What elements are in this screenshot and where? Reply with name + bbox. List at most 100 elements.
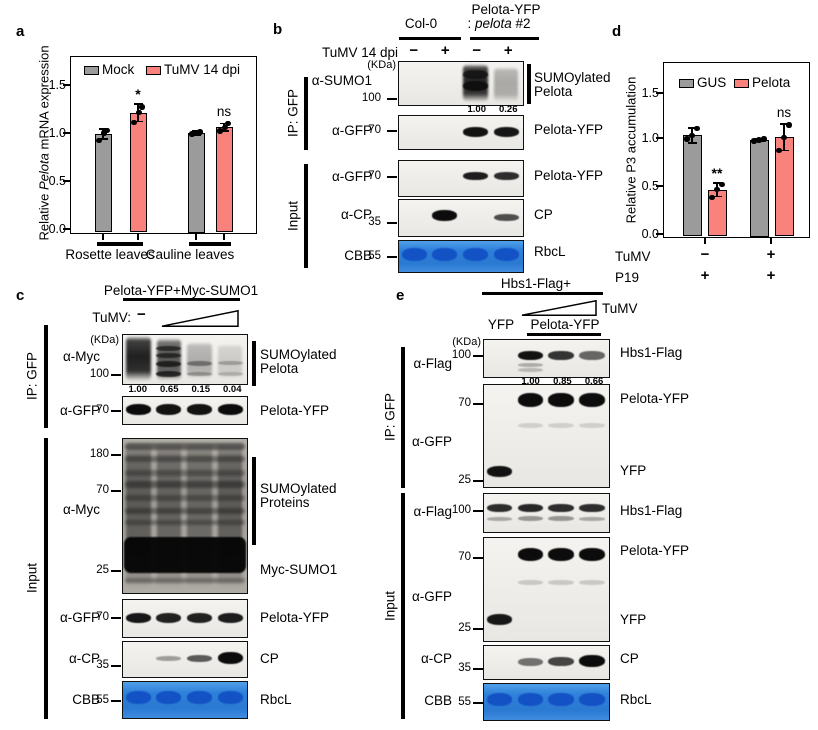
mw-marker-label: 70 (96, 404, 109, 416)
antibody-label: α-GFP (411, 589, 452, 604)
legend-label: TuMV 14 dpi (164, 62, 241, 77)
blot-e-row3 (483, 493, 610, 533)
quantification-value: 0.04 (223, 384, 242, 395)
protein-band (486, 613, 513, 625)
y-tick-label: 0.5 (48, 173, 66, 188)
data-point-dot (197, 129, 203, 135)
lane-header: YFP (487, 317, 515, 332)
mw-marker-dash (473, 627, 483, 631)
mw-marker-dash (473, 509, 483, 513)
y-tick-label: 1.0 (48, 125, 66, 140)
protein-band (156, 612, 182, 623)
condition-sign: − (700, 246, 710, 263)
protein-band (156, 404, 182, 416)
protein-band (579, 547, 605, 561)
protein-band-stripe (125, 507, 245, 514)
y-tick-mark (63, 180, 70, 182)
blot-b-row5 (398, 240, 524, 273)
header-underline (399, 37, 461, 40)
protein-band (517, 351, 543, 361)
mw-marker-dash (473, 354, 483, 358)
protein-band (517, 393, 543, 408)
bar-mock-group1 (94, 133, 112, 233)
mw-marker-dash (387, 255, 397, 259)
band-identity-label: SUMOylated (534, 70, 611, 85)
protein-band (432, 209, 458, 221)
treatment-sign: + (440, 42, 450, 59)
bar-mock-group2 (187, 133, 205, 233)
header-underline (482, 292, 603, 295)
data-point-dot (131, 119, 137, 126)
protein-band (462, 69, 489, 79)
genotype-header-part: pelota (474, 16, 512, 31)
blot-e-row1 (483, 339, 610, 378)
protein-smear (493, 66, 519, 103)
legend-label: Pelota (752, 75, 791, 90)
treatment-label: TuMV: (92, 310, 131, 325)
band-identity-label: CP (620, 651, 639, 666)
legend-label: Mock (102, 62, 135, 77)
protein-band (486, 692, 513, 706)
kda-label: (KDa) (367, 59, 396, 71)
protein-band (186, 655, 213, 663)
protein-band (156, 361, 182, 368)
protein-band (579, 503, 605, 512)
band-identity-label: CP (534, 207, 553, 222)
y-tick-mark (656, 185, 663, 187)
data-point-dot (96, 138, 102, 144)
error-bar-cap (687, 142, 697, 144)
protein-band (493, 172, 519, 181)
significance-label: ** (711, 165, 723, 182)
mw-marker-dash (111, 409, 121, 413)
mw-marker-label: 100 (451, 349, 471, 361)
mw-marker-dash (473, 667, 483, 671)
mw-marker-dash (473, 402, 483, 406)
bar-tumv-14-dpi-group2 (215, 127, 233, 233)
mw-marker-label: 25 (96, 564, 109, 576)
significance-label: ns (776, 105, 792, 121)
blot-e-row5 (483, 645, 610, 680)
y-tick-mark (63, 84, 70, 86)
x-tick-mark (704, 238, 706, 244)
right-bracket (252, 341, 256, 386)
protein-band (548, 580, 574, 586)
y-tick-mark (656, 233, 663, 235)
protein-band (186, 690, 213, 704)
antibody-label: α-Myc (62, 349, 100, 364)
protein-band (548, 393, 574, 408)
protein-band (517, 503, 543, 512)
data-point-dot (101, 130, 107, 136)
panel-a-letter: a (16, 23, 25, 40)
blot-e-row4 (483, 537, 610, 642)
legend-swatch-mock (84, 66, 99, 75)
mw-marker-label: 55 (458, 696, 471, 708)
data-point-dot (684, 136, 690, 142)
blot-c-row2 (122, 396, 248, 425)
group-label: Input (382, 590, 398, 622)
y-tick-label: 1.5 (48, 77, 66, 92)
construct-header: Hbs1-Flag+ (500, 276, 572, 291)
band-identity-label: YFP (620, 463, 647, 478)
protein-band (217, 371, 243, 376)
protein-band (517, 422, 543, 428)
treatment-label: TuMV 14 dpi (321, 45, 398, 60)
x-tick-mark (137, 234, 139, 240)
error-bar-cap (712, 195, 722, 198)
antibody-label: α-GFP (59, 610, 100, 625)
group-bracket-bar (44, 438, 48, 719)
category-underline (189, 242, 231, 246)
y-axis-label: Relative P3 accumulation (623, 76, 639, 224)
protein-band (125, 690, 151, 704)
protein-band (517, 657, 543, 666)
band-identity-label: Pelota (260, 361, 299, 376)
group-label: IP: GFP (285, 88, 301, 138)
data-point-dot (781, 134, 787, 140)
band-identity-label: Pelota-YFP (260, 610, 330, 625)
genotype-header: Pelota-YFP (471, 2, 541, 17)
panel-e-letter: e (396, 287, 405, 304)
blot-e-row6 (483, 683, 610, 721)
protein-band (186, 612, 213, 623)
data-point-dot (776, 147, 782, 153)
genotype-header-part: : (467, 16, 475, 31)
mw-marker-dash (111, 373, 121, 377)
